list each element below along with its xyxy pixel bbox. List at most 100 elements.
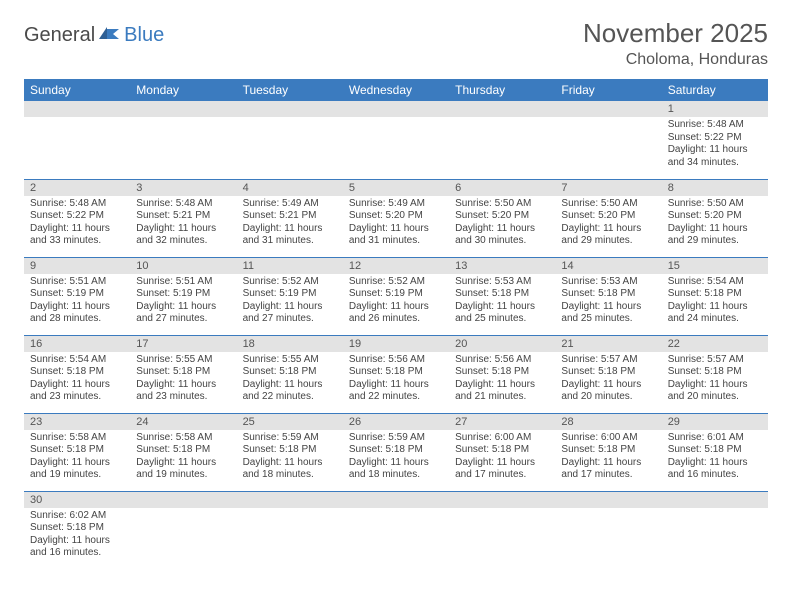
calendar-row: 9Sunrise: 5:51 AMSunset: 5:19 PMDaylight… <box>24 257 768 335</box>
day-number: 3 <box>130 180 236 196</box>
daylight-text-cont: and 33 minutes. <box>30 235 124 248</box>
calendar-cell <box>449 101 555 179</box>
sunset-text: Sunset: 5:18 PM <box>243 366 337 379</box>
sunrise-text: Sunrise: 5:53 AM <box>455 276 549 289</box>
sunset-text: Sunset: 5:18 PM <box>243 444 337 457</box>
day-details: Sunrise: 5:48 AMSunset: 5:21 PMDaylight:… <box>130 196 236 252</box>
day-number <box>24 101 130 117</box>
calendar-cell: 6Sunrise: 5:50 AMSunset: 5:20 PMDaylight… <box>449 179 555 257</box>
daylight-text: Daylight: 11 hours <box>668 457 762 470</box>
day-number: 26 <box>343 414 449 430</box>
day-details: Sunrise: 5:55 AMSunset: 5:18 PMDaylight:… <box>130 352 236 408</box>
daylight-text-cont: and 34 minutes. <box>668 157 762 170</box>
calendar-cell: 14Sunrise: 5:53 AMSunset: 5:18 PMDayligh… <box>555 257 661 335</box>
day-number <box>662 492 768 508</box>
day-details: Sunrise: 5:57 AMSunset: 5:18 PMDaylight:… <box>662 352 768 408</box>
day-header: Monday <box>130 79 236 101</box>
sunrise-text: Sunrise: 6:02 AM <box>30 510 124 523</box>
calendar-cell: 11Sunrise: 5:52 AMSunset: 5:19 PMDayligh… <box>237 257 343 335</box>
calendar-cell <box>237 101 343 179</box>
daylight-text-cont: and 20 minutes. <box>668 391 762 404</box>
page-title: November 2025 <box>583 18 768 49</box>
sunset-text: Sunset: 5:20 PM <box>668 210 762 223</box>
calendar-cell: 30Sunrise: 6:02 AMSunset: 5:18 PMDayligh… <box>24 491 130 569</box>
logo: General Blue <box>24 24 164 47</box>
sunset-text: Sunset: 5:21 PM <box>136 210 230 223</box>
sunset-text: Sunset: 5:18 PM <box>30 366 124 379</box>
calendar-cell: 10Sunrise: 5:51 AMSunset: 5:19 PMDayligh… <box>130 257 236 335</box>
sunset-text: Sunset: 5:19 PM <box>136 288 230 301</box>
calendar-cell: 9Sunrise: 5:51 AMSunset: 5:19 PMDaylight… <box>24 257 130 335</box>
daylight-text-cont: and 24 minutes. <box>668 313 762 326</box>
sunset-text: Sunset: 5:20 PM <box>349 210 443 223</box>
calendar-cell: 16Sunrise: 5:54 AMSunset: 5:18 PMDayligh… <box>24 335 130 413</box>
calendar-cell: 8Sunrise: 5:50 AMSunset: 5:20 PMDaylight… <box>662 179 768 257</box>
calendar-cell <box>343 101 449 179</box>
daylight-text: Daylight: 11 hours <box>455 457 549 470</box>
sunset-text: Sunset: 5:20 PM <box>455 210 549 223</box>
day-number <box>555 101 661 117</box>
calendar-cell <box>237 491 343 569</box>
calendar-row: 2Sunrise: 5:48 AMSunset: 5:22 PMDaylight… <box>24 179 768 257</box>
calendar-cell: 5Sunrise: 5:49 AMSunset: 5:20 PMDaylight… <box>343 179 449 257</box>
sunrise-text: Sunrise: 5:55 AM <box>136 354 230 367</box>
day-header: Thursday <box>449 79 555 101</box>
day-details: Sunrise: 5:55 AMSunset: 5:18 PMDaylight:… <box>237 352 343 408</box>
daylight-text: Daylight: 11 hours <box>243 223 337 236</box>
daylight-text-cont: and 23 minutes. <box>136 391 230 404</box>
calendar-cell <box>343 491 449 569</box>
daylight-text: Daylight: 11 hours <box>30 535 124 548</box>
daylight-text: Daylight: 11 hours <box>30 301 124 314</box>
day-header: Tuesday <box>237 79 343 101</box>
sunset-text: Sunset: 5:18 PM <box>136 444 230 457</box>
sunrise-text: Sunrise: 5:54 AM <box>30 354 124 367</box>
day-details: Sunrise: 5:50 AMSunset: 5:20 PMDaylight:… <box>449 196 555 252</box>
calendar-row: 30Sunrise: 6:02 AMSunset: 5:18 PMDayligh… <box>24 491 768 569</box>
daylight-text-cont: and 31 minutes. <box>349 235 443 248</box>
daylight-text: Daylight: 11 hours <box>243 379 337 392</box>
day-details: Sunrise: 5:59 AMSunset: 5:18 PMDaylight:… <box>343 430 449 486</box>
day-number: 15 <box>662 258 768 274</box>
sunrise-text: Sunrise: 6:00 AM <box>561 432 655 445</box>
day-details: Sunrise: 5:51 AMSunset: 5:19 PMDaylight:… <box>130 274 236 330</box>
daylight-text-cont: and 19 minutes. <box>136 469 230 482</box>
daylight-text: Daylight: 11 hours <box>561 301 655 314</box>
sunrise-text: Sunrise: 5:48 AM <box>668 119 762 132</box>
day-details: Sunrise: 5:59 AMSunset: 5:18 PMDaylight:… <box>237 430 343 486</box>
day-details: Sunrise: 5:54 AMSunset: 5:18 PMDaylight:… <box>662 274 768 330</box>
day-number: 16 <box>24 336 130 352</box>
day-number: 29 <box>662 414 768 430</box>
sunset-text: Sunset: 5:18 PM <box>349 444 443 457</box>
day-number <box>343 101 449 117</box>
daylight-text-cont: and 17 minutes. <box>561 469 655 482</box>
day-details: Sunrise: 5:51 AMSunset: 5:19 PMDaylight:… <box>24 274 130 330</box>
daylight-text-cont: and 25 minutes. <box>455 313 549 326</box>
daylight-text-cont: and 19 minutes. <box>30 469 124 482</box>
title-block: November 2025 Choloma, Honduras <box>583 18 768 69</box>
daylight-text: Daylight: 11 hours <box>349 457 443 470</box>
daylight-text: Daylight: 11 hours <box>30 223 124 236</box>
calendar-cell <box>130 491 236 569</box>
calendar-cell: 3Sunrise: 5:48 AMSunset: 5:21 PMDaylight… <box>130 179 236 257</box>
flag-icon <box>99 25 121 46</box>
daylight-text-cont: and 28 minutes. <box>30 313 124 326</box>
daylight-text: Daylight: 11 hours <box>455 301 549 314</box>
day-number: 25 <box>237 414 343 430</box>
calendar-cell <box>449 491 555 569</box>
calendar-cell <box>555 101 661 179</box>
daylight-text-cont: and 16 minutes. <box>30 547 124 560</box>
daylight-text-cont: and 18 minutes. <box>349 469 443 482</box>
day-number: 8 <box>662 180 768 196</box>
day-details: Sunrise: 6:01 AMSunset: 5:18 PMDaylight:… <box>662 430 768 486</box>
daylight-text: Daylight: 11 hours <box>136 223 230 236</box>
daylight-text: Daylight: 11 hours <box>561 223 655 236</box>
calendar-row: 1Sunrise: 5:48 AMSunset: 5:22 PMDaylight… <box>24 101 768 179</box>
calendar-cell <box>662 491 768 569</box>
day-number: 21 <box>555 336 661 352</box>
sunset-text: Sunset: 5:19 PM <box>349 288 443 301</box>
sunset-text: Sunset: 5:22 PM <box>30 210 124 223</box>
sunrise-text: Sunrise: 5:59 AM <box>349 432 443 445</box>
sunrise-text: Sunrise: 5:53 AM <box>561 276 655 289</box>
day-header-row: Sunday Monday Tuesday Wednesday Thursday… <box>24 79 768 101</box>
daylight-text-cont: and 27 minutes. <box>136 313 230 326</box>
